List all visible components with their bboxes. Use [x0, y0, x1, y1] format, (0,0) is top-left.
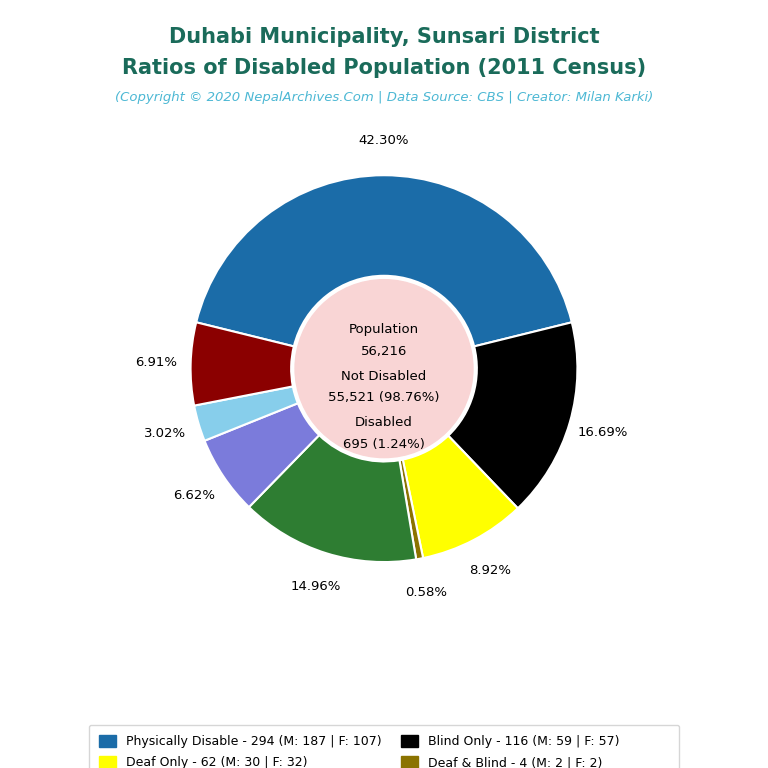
Legend: Physically Disable - 294 (M: 187 | F: 107), Deaf Only - 62 (M: 30 | F: 32), Spee: Physically Disable - 294 (M: 187 | F: 10… [88, 724, 680, 768]
Text: Population: Population [349, 323, 419, 336]
Text: 14.96%: 14.96% [291, 580, 341, 593]
Text: Ratios of Disabled Population (2011 Census): Ratios of Disabled Population (2011 Cens… [122, 58, 646, 78]
Text: (Copyright © 2020 NepalArchives.Com | Data Source: CBS | Creator: Milan Karki): (Copyright © 2020 NepalArchives.Com | Da… [115, 91, 653, 104]
Text: 55,521 (98.76%): 55,521 (98.76%) [328, 391, 440, 404]
Text: 0.58%: 0.58% [405, 587, 447, 600]
Text: Not Disabled: Not Disabled [341, 370, 427, 383]
Text: 6.62%: 6.62% [174, 489, 215, 502]
Text: Duhabi Municipality, Sunsari District: Duhabi Municipality, Sunsari District [169, 27, 599, 47]
Text: 8.92%: 8.92% [469, 564, 511, 578]
Text: 16.69%: 16.69% [578, 425, 628, 439]
Wedge shape [204, 403, 319, 507]
Text: 42.30%: 42.30% [359, 134, 409, 147]
Wedge shape [196, 175, 572, 346]
Text: 3.02%: 3.02% [144, 427, 186, 440]
Wedge shape [249, 435, 416, 562]
Wedge shape [449, 323, 578, 508]
Text: 56,216: 56,216 [361, 345, 407, 358]
Circle shape [295, 280, 473, 458]
Wedge shape [399, 459, 423, 559]
Text: Disabled: Disabled [355, 416, 413, 429]
Wedge shape [402, 435, 518, 558]
Text: 695 (1.24%): 695 (1.24%) [343, 438, 425, 451]
Text: 6.91%: 6.91% [135, 356, 177, 369]
Wedge shape [194, 386, 298, 441]
Wedge shape [190, 323, 294, 406]
